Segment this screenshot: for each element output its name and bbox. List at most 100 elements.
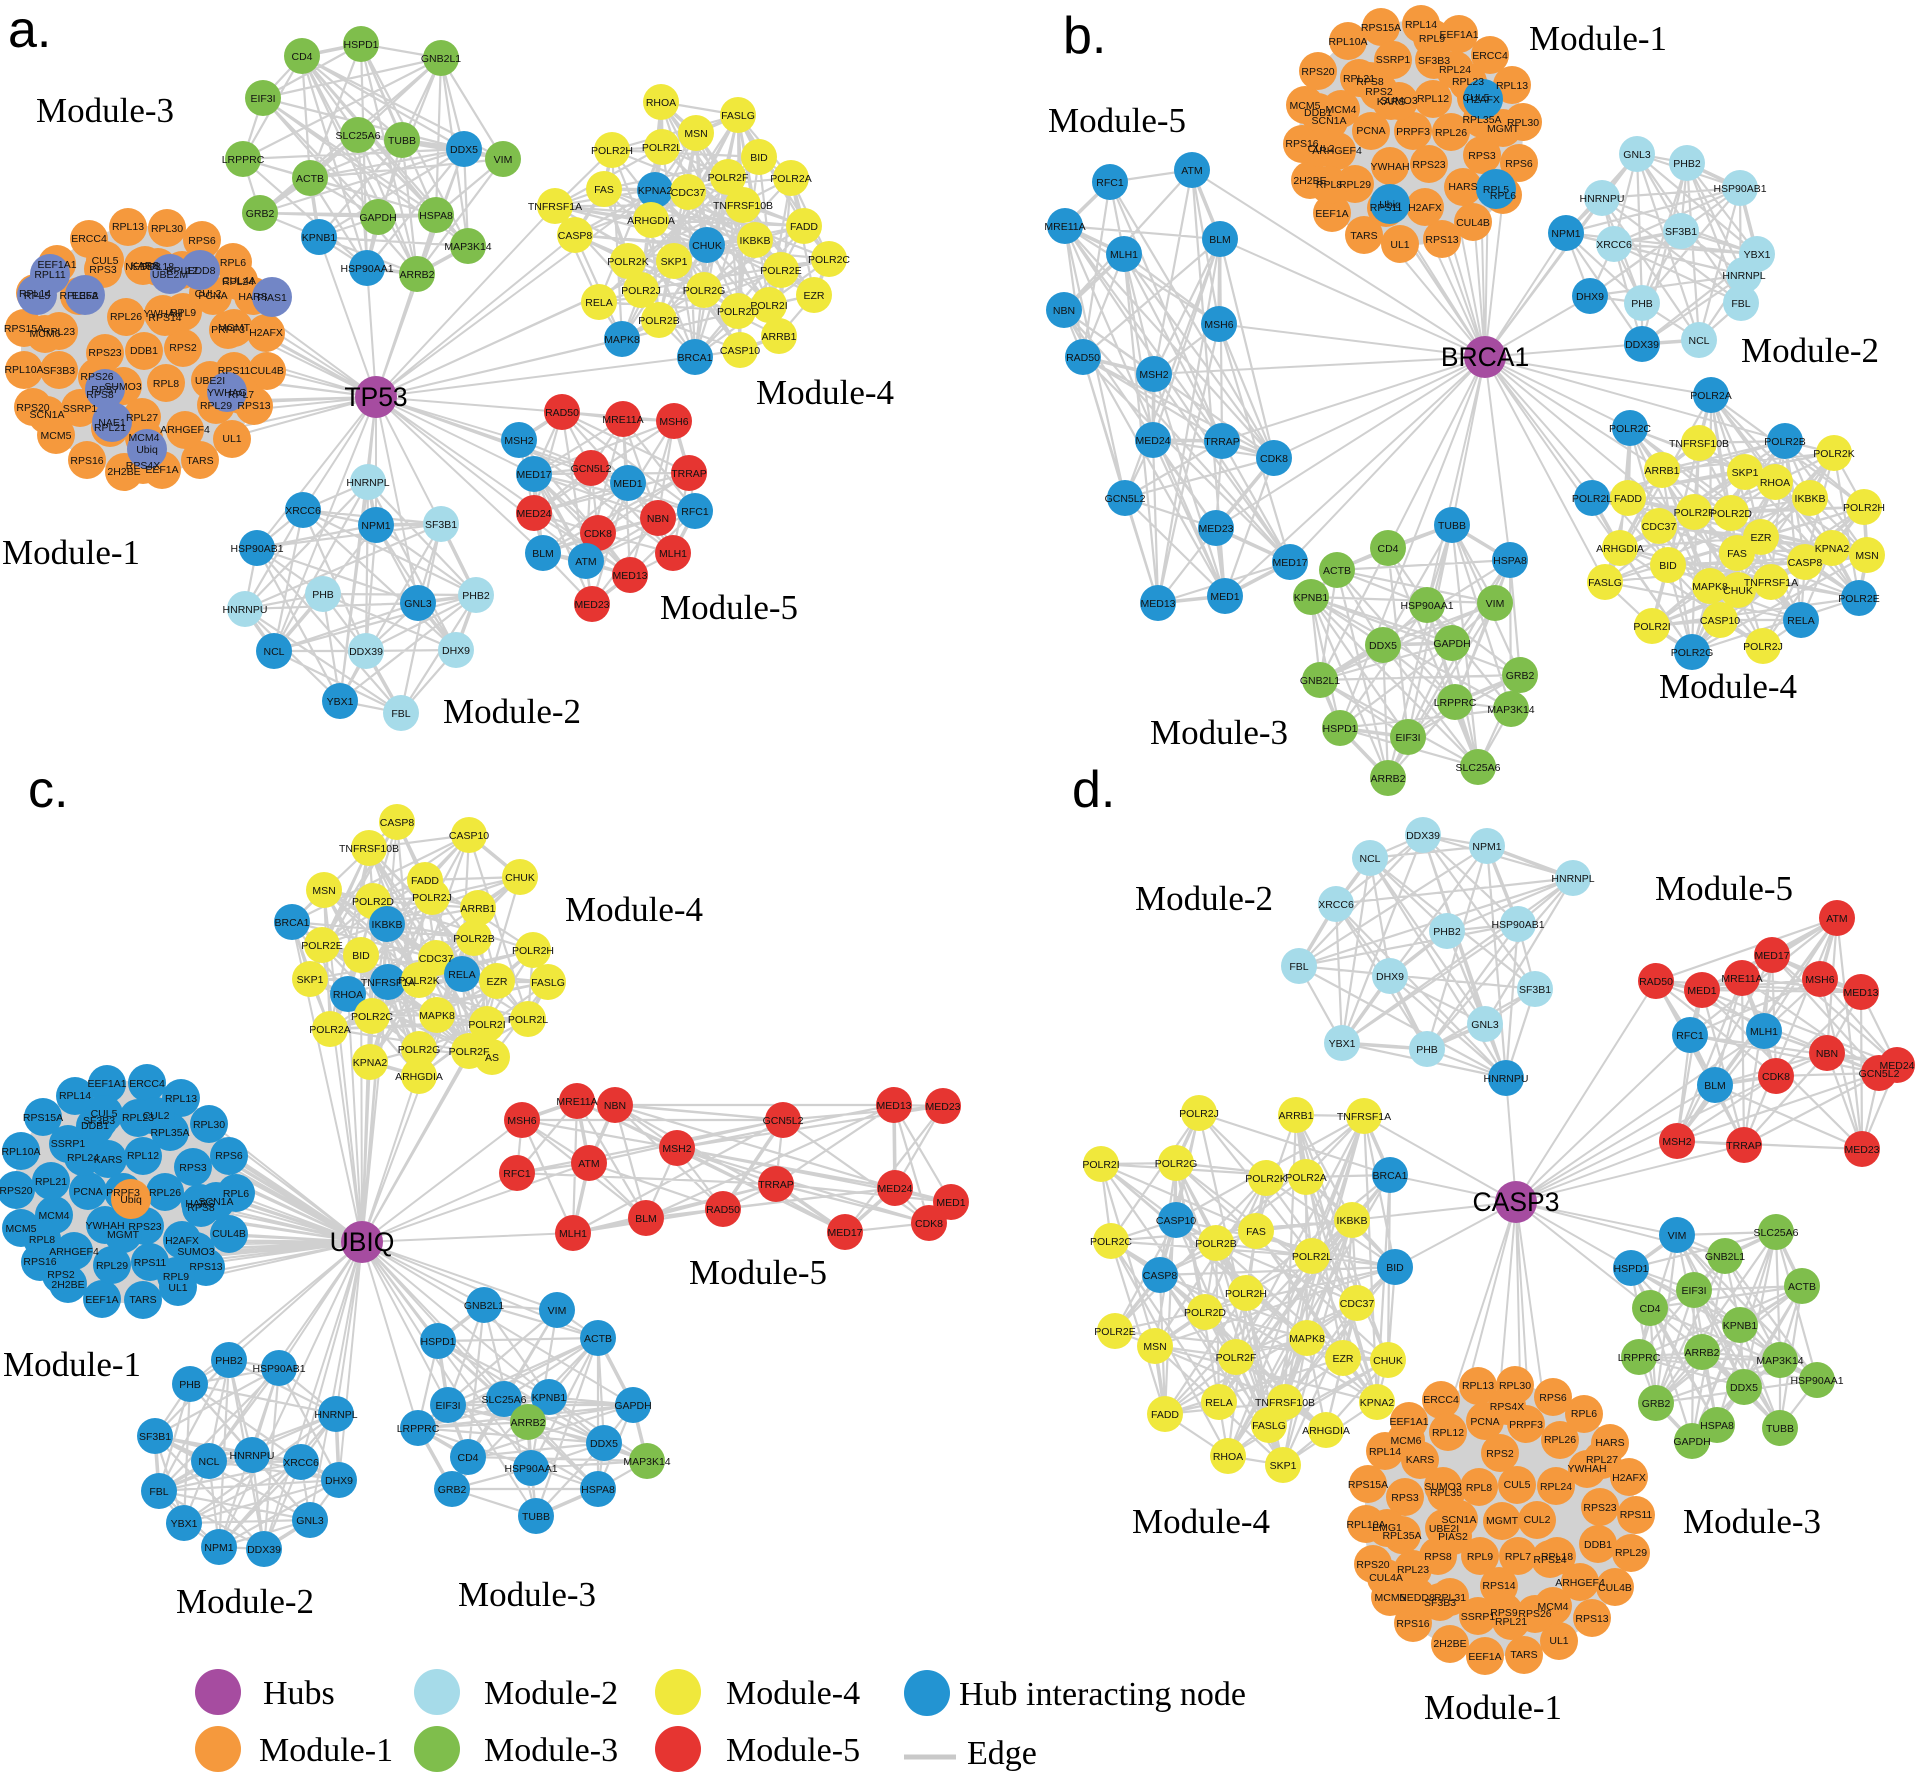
svg-text:POLR2D: POLR2D [352, 896, 394, 908]
svg-text:SSRP1: SSRP1 [63, 403, 98, 415]
svg-text:SKP1: SKP1 [1270, 1460, 1297, 1472]
svg-text:MSH6: MSH6 [659, 416, 688, 428]
svg-text:CASP10: CASP10 [449, 830, 489, 842]
svg-text:H2AFX: H2AFX [1612, 1472, 1646, 1484]
svg-text:YWHAH: YWHAH [85, 1220, 124, 1232]
svg-text:HARS: HARS [1448, 181, 1477, 193]
svg-text:Module-4: Module-4 [1132, 1502, 1270, 1541]
svg-text:MGMT: MGMT [218, 322, 251, 334]
svg-text:RPL14: RPL14 [1405, 19, 1437, 31]
svg-text:CDC37: CDC37 [671, 187, 706, 199]
svg-text:RPL11: RPL11 [34, 269, 65, 281]
svg-text:SUMO3: SUMO3 [177, 1246, 215, 1258]
svg-text:RPL13: RPL13 [165, 1093, 197, 1105]
svg-text:RPS20: RPS20 [1356, 1559, 1389, 1571]
svg-text:PHB2: PHB2 [462, 590, 490, 602]
svg-text:RPL24: RPL24 [1439, 64, 1471, 76]
svg-text:POLR2B: POLR2B [1764, 436, 1805, 448]
svg-text:RFC1: RFC1 [1096, 177, 1124, 189]
svg-text:HNRNPL: HNRNPL [1722, 270, 1765, 282]
svg-text:RPS16: RPS16 [1396, 1618, 1429, 1630]
svg-text:POLR2A: POLR2A [1285, 1172, 1326, 1184]
svg-text:TNFRSF10B: TNFRSF10B [713, 200, 773, 212]
svg-text:MED1: MED1 [1210, 591, 1239, 603]
svg-text:HSP90AB1: HSP90AB1 [230, 543, 283, 555]
svg-text:RPL23: RPL23 [43, 326, 75, 338]
svg-text:RPL5: RPL5 [1483, 184, 1509, 196]
svg-text:SSRP1: SSRP1 [1376, 54, 1411, 66]
svg-text:POLR2K: POLR2K [1245, 1173, 1286, 1185]
svg-text:RFC1: RFC1 [1676, 1030, 1704, 1042]
svg-text:RPL10A: RPL10A [1328, 36, 1367, 48]
svg-text:RHOA: RHOA [1760, 477, 1790, 489]
svg-text:SLC25A6: SLC25A6 [1456, 762, 1501, 774]
svg-text:RPL8: RPL8 [153, 378, 179, 390]
svg-text:PRPF3: PRPF3 [211, 324, 245, 336]
svg-text:DDX5: DDX5 [1369, 640, 1397, 652]
svg-text:SCN1A: SCN1A [1311, 115, 1346, 127]
svg-text:DDB1: DDB1 [1584, 1539, 1612, 1551]
svg-text:TUBB: TUBB [522, 1511, 550, 1523]
svg-text:POLR2L: POLR2L [642, 142, 682, 154]
svg-text:MED17: MED17 [1754, 950, 1789, 962]
svg-text:ATM: ATM [1826, 913, 1847, 925]
svg-text:POLR2E: POLR2E [760, 265, 801, 277]
svg-text:DHX9: DHX9 [1576, 291, 1604, 303]
svg-text:RPS16: RPS16 [70, 455, 103, 467]
svg-text:RPS11: RPS11 [134, 1257, 167, 1269]
svg-text:SF3B1: SF3B1 [1519, 984, 1551, 996]
svg-text:RPS13: RPS13 [1575, 1613, 1608, 1625]
svg-text:MED1: MED1 [613, 478, 642, 490]
svg-text:CD4: CD4 [1377, 543, 1398, 555]
svg-text:CUL4A: CUL4A [222, 275, 256, 287]
svg-text:RPL26: RPL26 [149, 1187, 181, 1199]
svg-text:RPL6: RPL6 [223, 1188, 249, 1200]
svg-text:MRE11A: MRE11A [1044, 221, 1085, 233]
svg-text:RPS15A: RPS15A [23, 1112, 63, 1124]
svg-text:RPL24: RPL24 [222, 276, 254, 288]
svg-text:IKBKB: IKBKB [1337, 1215, 1368, 1227]
svg-text:BLM: BLM [1209, 234, 1231, 246]
svg-text:RAD50: RAD50 [545, 407, 579, 419]
svg-text:RPL9: RPL9 [163, 1271, 189, 1283]
svg-text:POLR2C: POLR2C [808, 254, 850, 266]
svg-text:RPL35A: RPL35A [150, 1127, 189, 1139]
svg-text:CD4: CD4 [291, 51, 312, 63]
svg-text:MED13: MED13 [876, 1100, 911, 1112]
svg-text:DHX9: DHX9 [442, 645, 470, 657]
svg-text:NBN: NBN [647, 513, 669, 525]
svg-text:RFC1: RFC1 [503, 1168, 531, 1180]
svg-text:FBL: FBL [149, 1486, 168, 1498]
svg-text:XRCC6: XRCC6 [1318, 899, 1354, 911]
svg-text:SF3B1: SF3B1 [1665, 226, 1697, 238]
svg-text:POLR2K: POLR2K [1813, 448, 1854, 460]
svg-text:POLR2J: POLR2J [1179, 1108, 1219, 1120]
svg-text:Module-4: Module-4 [726, 1675, 860, 1712]
svg-text:KARS: KARS [94, 1154, 123, 1166]
svg-text:GRB2: GRB2 [1642, 1398, 1671, 1410]
svg-text:RPS6: RPS6 [188, 235, 216, 247]
svg-text:HSPD1: HSPD1 [1613, 1263, 1648, 1275]
svg-text:EEF1A1: EEF1A1 [37, 259, 76, 271]
svg-text:ARHGDIA: ARHGDIA [1596, 543, 1644, 555]
svg-text:CUL2: CUL2 [1524, 1514, 1551, 1526]
svg-text:CDC37: CDC37 [419, 953, 454, 965]
svg-text:2H2BE: 2H2BE [107, 466, 140, 478]
svg-text:POLR2H: POLR2H [1843, 502, 1885, 514]
svg-text:MRE11A: MRE11A [556, 1096, 597, 1108]
svg-text:SLC25A6: SLC25A6 [336, 130, 381, 142]
svg-text:ARRB2: ARRB2 [1684, 1347, 1719, 1359]
svg-text:KPNB1: KPNB1 [1723, 1320, 1758, 1332]
svg-text:RPL9: RPL9 [1419, 33, 1445, 45]
svg-text:UBIQ: UBIQ [330, 1227, 395, 1257]
svg-text:NPM1: NPM1 [204, 1542, 233, 1554]
svg-text:GNL3: GNL3 [296, 1515, 324, 1527]
svg-text:RPS6: RPS6 [1539, 1392, 1567, 1404]
svg-text:RPL14: RPL14 [59, 1090, 91, 1102]
svg-text:SLC25A6: SLC25A6 [482, 1394, 527, 1406]
svg-text:HNRNPL: HNRNPL [346, 477, 389, 489]
svg-text:RPS8: RPS8 [187, 1202, 215, 1214]
svg-text:RPL30: RPL30 [1499, 1380, 1531, 1392]
svg-text:EZR: EZR [1333, 1353, 1354, 1365]
svg-text:BLM: BLM [635, 1213, 657, 1225]
